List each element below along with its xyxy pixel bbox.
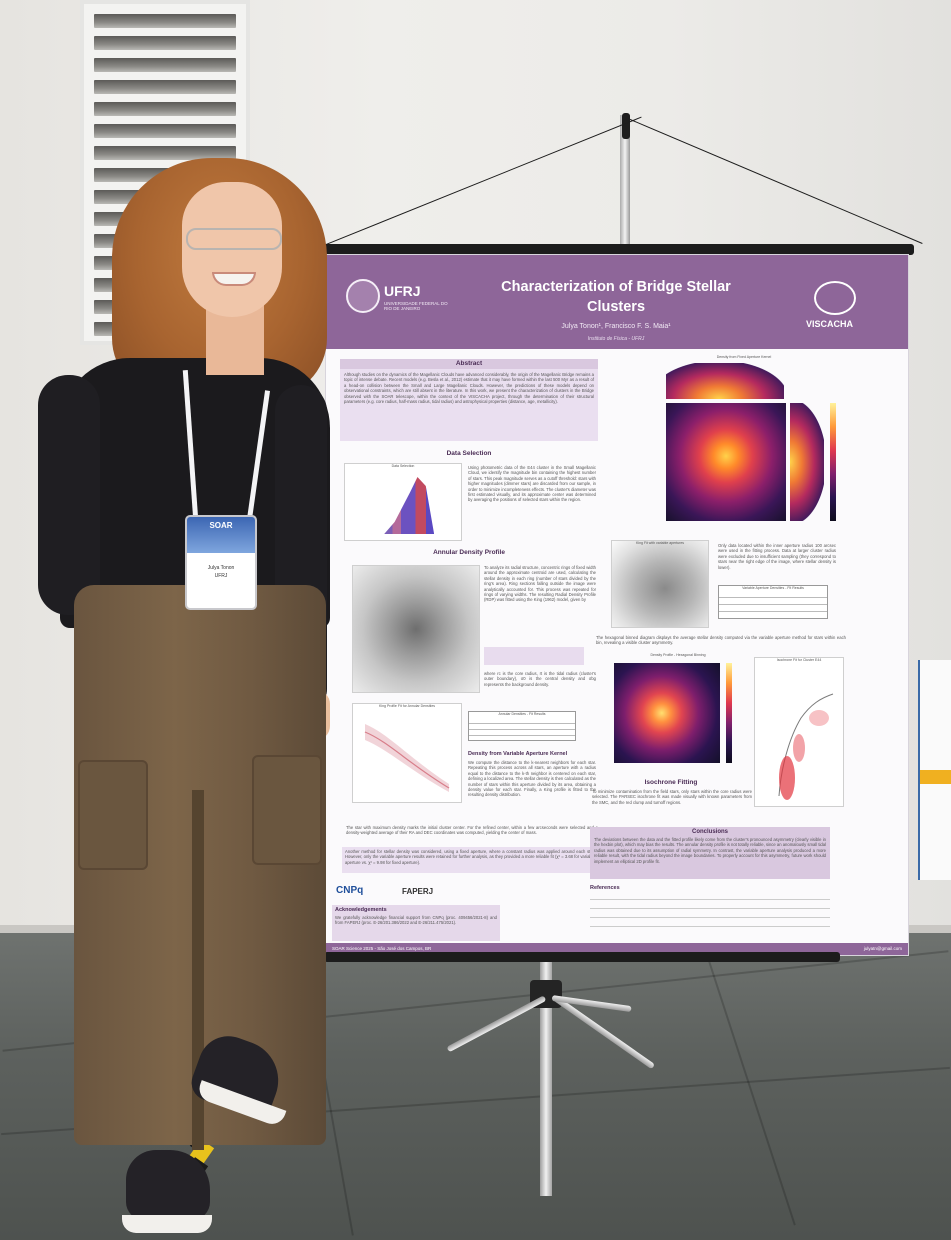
variable-table-title: Variable Aperture Densities - Fit Result… [742,586,804,590]
data-hist-plot: Data Selection [344,463,462,541]
annular-table-title: Annular Densities - Fit Results [498,712,546,716]
ufrj-logo-subtitle: UNIVERSIDADE FEDERAL DO RIO DE JANEIRO [384,301,448,311]
abstract-box: Abstract Although studies on the dynamic… [340,359,598,441]
stand-pole-cap [622,113,630,139]
isochrone-text: To minimize contamination from the field… [592,789,752,805]
acknowledgements-heading: Acknowledgements [335,907,387,913]
stand-stem [540,960,552,1196]
king-fit-plot: King Profile Fit for Annular Densities [352,703,462,803]
conclusions-heading: Conclusions [691,829,728,835]
poster-title: Characterization of Bridge Stellar Clust… [466,277,766,317]
scientific-poster: UFRJ UNIVERSIDADE FEDERAL DO RIO DE JANE… [326,255,908,955]
poster-authors: Julya Tonon¹, Francisco F. S. Maia¹ [561,323,671,330]
abstract-text: Although studies on the dynamics of the … [344,372,594,405]
density-kernel-figure: Density from Fixed Aperture Kernel [644,355,844,535]
hexbin-text: The hexagonal binned diagram displays th… [596,635,846,646]
data-selection-heading: Data Selection [446,450,492,457]
poster-top-rod [322,244,914,255]
right-sneaker [126,1150,210,1220]
annular-text: To analyze its radial structure, concent… [484,565,596,603]
neighbor-poster-edge [918,660,951,880]
footer-event: SOAR Science 2025 - São José dos Campos,… [332,946,432,951]
pants-right-pocket [252,755,322,865]
name-badge: SOAR Julya Tonon UFRJ [185,515,257,610]
glasses-icon [186,228,282,250]
annular-rings-plot [352,565,480,693]
variable-kernel-heading: Density from Variable Aperture Kernel [468,751,568,757]
right-sneaker-sole [122,1215,212,1233]
acknowledgements-text: We gratefully acknowledge financial supp… [335,915,497,926]
king-equation-box [484,647,584,665]
pants-left-pocket [78,760,148,870]
king-var-title: King Fit with variable apertures [635,541,685,545]
poster-bottom-rod [324,952,840,962]
badge-event: SOAR [187,517,255,553]
data-hist-bars [353,477,457,534]
badge-name: Julya Tonon [207,565,235,571]
references-list [590,895,830,935]
poster-title-line1: Characterization of Bridge Stellar [501,279,731,295]
density-colorbar [830,403,836,521]
annular-heading: Annular Density Profile [433,549,505,556]
fixed-aperture-text: Another method for stellar density was c… [342,847,598,873]
variable-kernel-text: We compute the distance to the k-nearest… [468,760,596,798]
ufrj-seal-icon [346,279,380,313]
density-kernel-hexmap [666,403,786,521]
faperj-logo: FAPERJ [402,887,434,896]
density-top-marginal [666,363,784,399]
ufrj-logo-text: UFRJ [384,283,421,299]
king-variable-plot: King Fit with variable apertures [611,540,709,628]
poster-header: UFRJ UNIVERSIDADE FEDERAL DO RIO DE JANE… [326,255,908,349]
isochrone-scatter [778,693,834,800]
center-bullet-text: The star with maximum density marks the … [346,825,598,836]
king-fit-title: King Profile Fit for Annular Densities [378,704,436,708]
hexbin-map [614,663,720,763]
footer-email: julyatn@gmail.com [863,946,902,951]
poster-institution: Instituto de Física - UFRJ [587,336,645,342]
hexbin-figure: Density Profile - Hexagonal Binning [608,653,748,773]
conclusions-text: The deviations between the data and the … [594,837,826,864]
viscacha-logo-icon [814,281,856,315]
poster-title-line2: Clusters [586,299,646,315]
data-selection-text: Using photometric data of the E44 cluste… [468,465,596,503]
king-fit-curve [364,724,450,792]
conclusions-box: Conclusions The deviations between the d… [590,827,830,879]
density-kernel-title: Density from Fixed Aperture Kernel [716,355,772,359]
isochrone-plot: Isochrone Fit for Cluster E44 [754,657,844,807]
king-note-text: where rc is the core radius, rt is the t… [484,671,596,687]
annular-fit-table: Annular Densities - Fit Results [468,711,576,741]
density-side-marginal [790,403,824,521]
person-left-arm [38,375,100,615]
stand-pole [620,115,630,255]
hexbin-title: Density Profile - Hexagonal Binning [650,653,706,657]
abstract-heading: Abstract [340,359,598,369]
cnpq-logo: CNPq [336,885,364,896]
isochrone-heading: Isochrone Fitting [644,779,698,786]
data-hist-title: Data Selection [391,464,415,468]
hexbin-colorbar [726,663,732,763]
isochrone-title: Isochrone Fit for Cluster E44 [776,658,822,662]
references-heading: References [590,885,620,891]
variable-fit-table: Variable Aperture Densities - Fit Result… [718,585,828,619]
badge-affil: UFRJ [214,573,228,579]
acknowledgements-box: Acknowledgements We gratefully acknowled… [332,905,500,941]
inner-aperture-text: Only data located within the inner apert… [718,543,836,570]
viscacha-logo-text: VISCACHA [806,319,854,329]
